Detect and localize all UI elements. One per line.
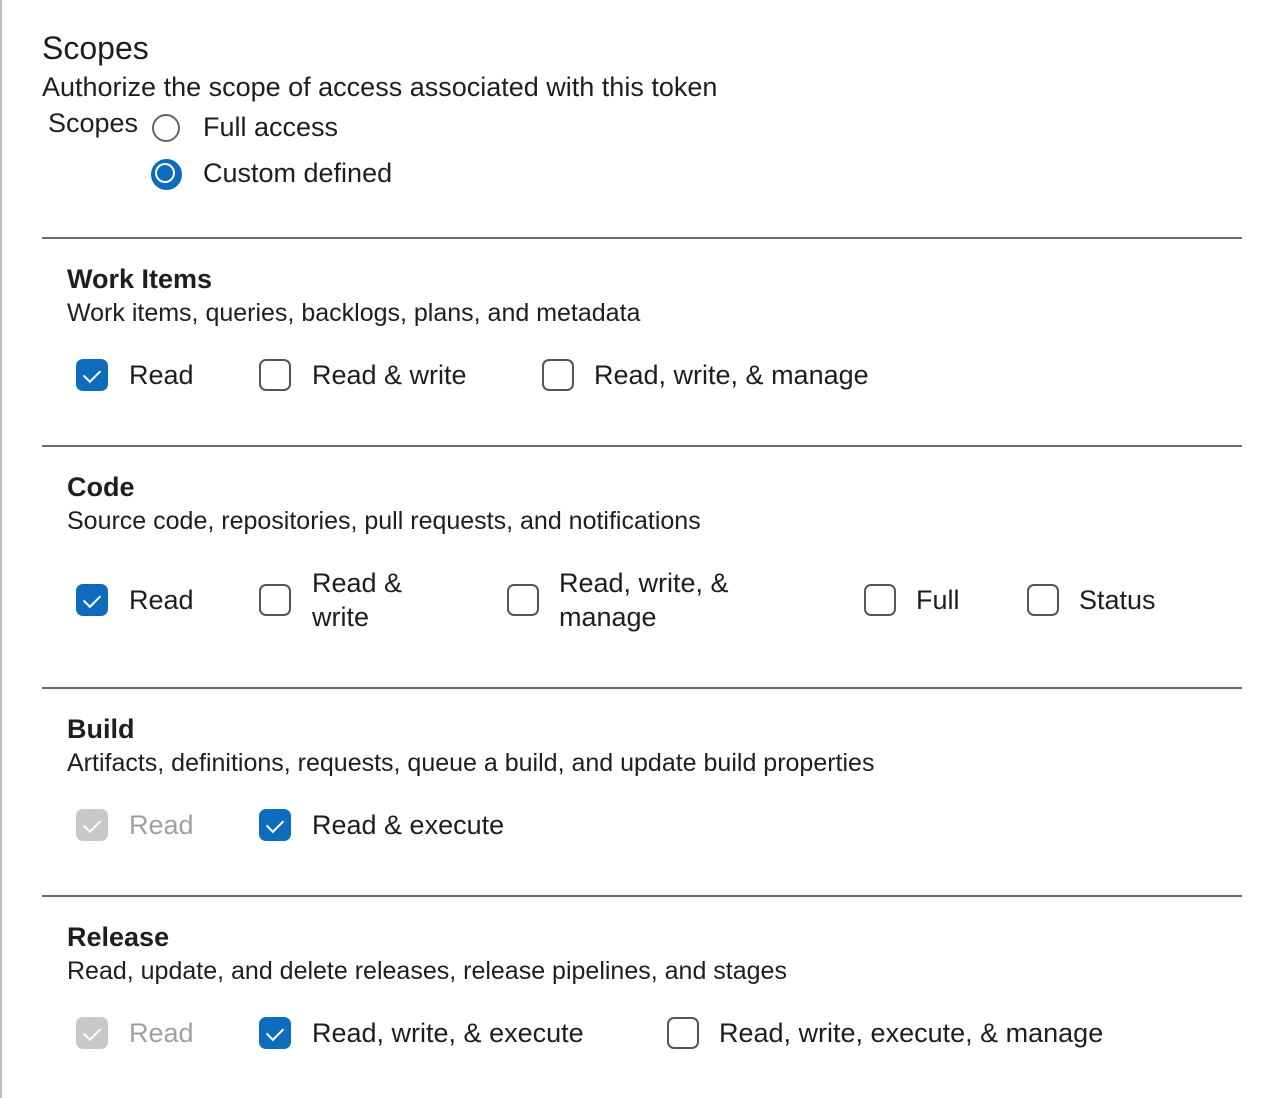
section-title: Release	[67, 922, 170, 952]
divider	[42, 687, 1242, 689]
left-border	[0, 0, 2, 1098]
checkbox-label[interactable]: Read, write, & manage	[559, 568, 729, 632]
radio-button[interactable]	[152, 114, 180, 142]
section-title: Work Items	[67, 264, 213, 294]
checkbox[interactable]	[259, 359, 291, 391]
checkbox-disabled-checked	[76, 809, 108, 841]
checkbox-label[interactable]: Read & write	[312, 568, 403, 632]
checkbox-label[interactable]: Read, write, & execute	[312, 1018, 584, 1048]
radio-button-selected[interactable]	[151, 159, 182, 190]
section-description: Artifacts, definitions, requests, queue …	[67, 749, 875, 777]
checkbox[interactable]	[1027, 584, 1059, 616]
checkbox-checked[interactable]	[259, 1017, 291, 1049]
radio-label[interactable]: Custom defined	[203, 158, 393, 188]
checkbox[interactable]	[259, 584, 291, 616]
checkbox-checked[interactable]	[259, 809, 291, 841]
checkbox-disabled-checked	[76, 1017, 108, 1049]
checkbox-label[interactable]: Read & write	[312, 360, 467, 390]
checkbox-label[interactable]: Read	[129, 585, 194, 615]
section-title: Build	[67, 714, 135, 744]
checkbox-label[interactable]: Status	[1079, 585, 1156, 615]
checkbox[interactable]	[507, 584, 539, 616]
checkbox-label[interactable]: Full	[916, 585, 960, 615]
section-description: Source code, repositories, pull requests…	[67, 507, 701, 535]
checkbox-checked[interactable]	[76, 359, 108, 391]
divider	[42, 895, 1242, 897]
checkbox-checked[interactable]	[76, 584, 108, 616]
page-title: Scopes	[42, 30, 149, 66]
checkbox-label: Read	[129, 810, 194, 840]
checkbox-label: Read	[129, 1018, 194, 1048]
checkbox[interactable]	[864, 584, 896, 616]
checkbox[interactable]	[667, 1017, 699, 1049]
checkbox-label[interactable]: Read & execute	[312, 810, 505, 840]
section-description: Read, update, and delete releases, relea…	[67, 957, 787, 985]
checkbox-label[interactable]: Read, write, execute, & manage	[719, 1018, 1104, 1048]
checkbox-label[interactable]: Read	[129, 360, 194, 390]
section-title: Code	[67, 472, 135, 502]
divider	[42, 445, 1242, 447]
section-description: Work items, queries, backlogs, plans, an…	[67, 299, 641, 327]
page-subtitle: Authorize the scope of access associated…	[42, 72, 718, 102]
scopes-label: Scopes	[48, 108, 139, 138]
checkbox[interactable]	[542, 359, 574, 391]
divider	[42, 237, 1242, 239]
checkbox-label[interactable]: Read, write, & manage	[594, 360, 869, 390]
radio-label[interactable]: Full access	[203, 112, 339, 142]
